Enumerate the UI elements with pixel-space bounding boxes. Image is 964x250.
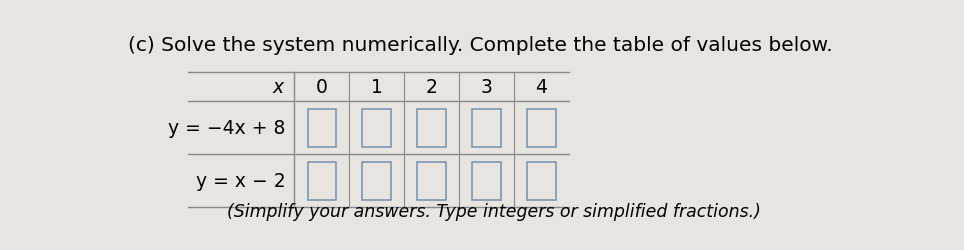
Text: y = x − 2: y = x − 2 bbox=[196, 171, 285, 190]
Text: y = −4x + 8: y = −4x + 8 bbox=[168, 119, 285, 138]
Text: 1: 1 bbox=[371, 78, 383, 97]
Text: (c) Solve the system numerically. Complete the table of values below.: (c) Solve the system numerically. Comple… bbox=[128, 36, 833, 55]
Bar bbox=[527, 162, 555, 200]
Bar bbox=[308, 162, 336, 200]
Bar bbox=[308, 109, 336, 147]
Text: x: x bbox=[272, 78, 283, 97]
Bar bbox=[527, 109, 555, 147]
Text: (Simplify your answers. Type integers or simplified fractions.): (Simplify your answers. Type integers or… bbox=[228, 203, 761, 220]
Text: 4: 4 bbox=[535, 78, 548, 97]
Bar bbox=[362, 109, 391, 147]
Bar bbox=[472, 162, 500, 200]
Bar bbox=[362, 162, 391, 200]
Bar bbox=[472, 109, 500, 147]
Bar bbox=[417, 162, 446, 200]
Text: 2: 2 bbox=[426, 78, 438, 97]
Text: 3: 3 bbox=[480, 78, 493, 97]
Bar bbox=[417, 109, 446, 147]
Text: 0: 0 bbox=[316, 78, 328, 97]
